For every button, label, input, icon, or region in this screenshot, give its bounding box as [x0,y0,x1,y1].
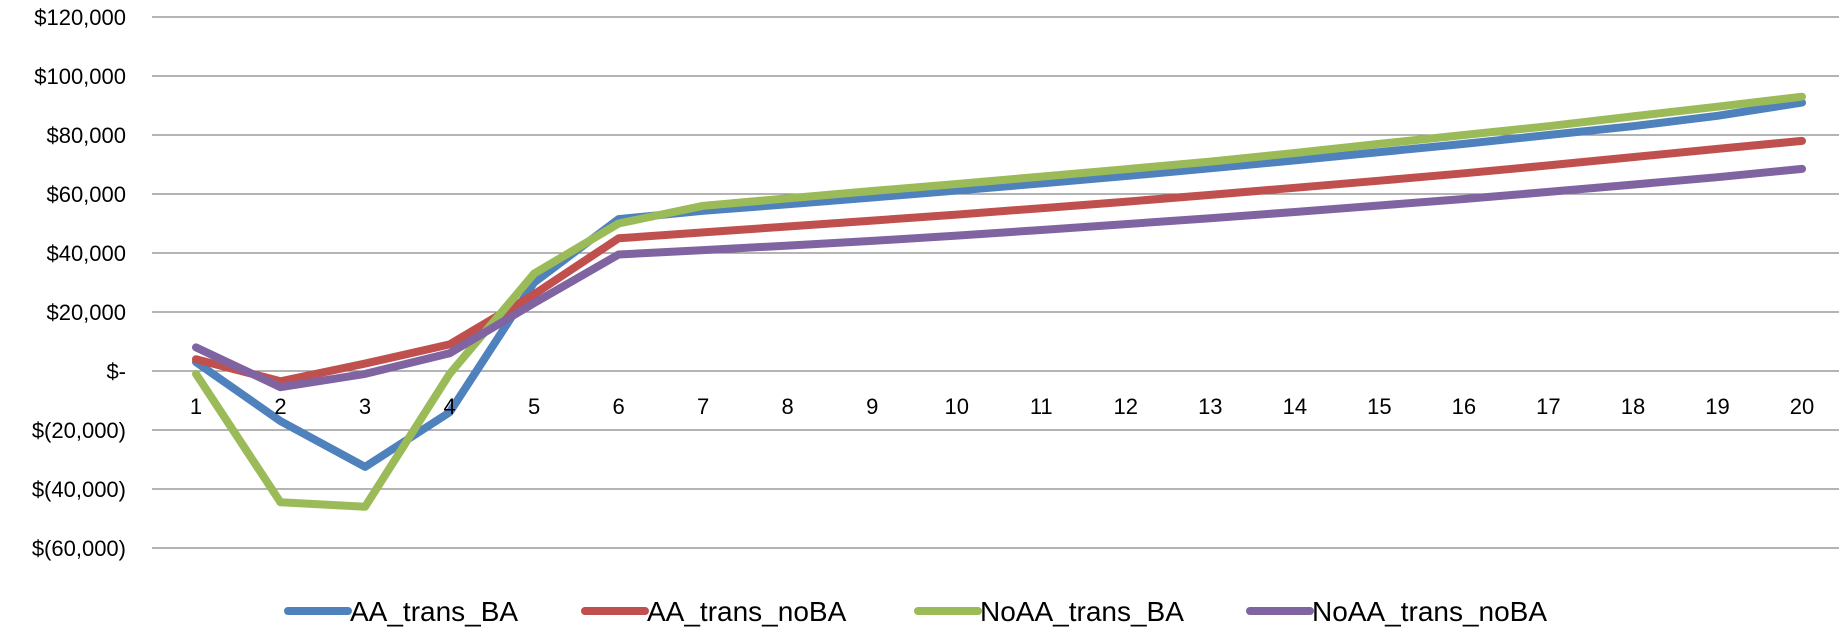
legend-label: AA_trans_noBA [647,596,847,627]
legend-label: AA_trans_BA [350,596,518,627]
x-tick-label: 9 [866,394,878,419]
series-lines [192,92,1806,511]
legend: AA_trans_BA AA_trans_noBA NoAA_trans_BA NoA… [284,596,1547,627]
x-tick-label: 20 [1790,394,1814,419]
y-tick-label: $40,000 [46,241,126,266]
legend-label: NoAA_trans_BA [980,596,1184,627]
y-tick-label: $(60,000) [32,536,126,561]
y-tick-label: $80,000 [46,123,126,148]
y-tick-label: $(40,000) [32,477,126,502]
x-axis-tick-labels: 1 2 3 4 5 6 7 8 9 10 11 12 13 14 15 16 17 18 19 20 [190,394,1814,419]
y-tick-label: $- [106,359,126,384]
x-tick-label: 16 [1452,394,1476,419]
series-line-noaa-trans-ba [192,92,1806,511]
series-line-noaa-trans-noba [192,164,1806,392]
x-tick-label: 10 [944,394,968,419]
x-tick-label: 2 [274,394,286,419]
x-tick-label: 12 [1114,394,1138,419]
series-line-aa-trans-ba [192,98,1806,471]
y-tick-label: $120,000 [34,5,126,30]
y-tick-label: $20,000 [46,300,126,325]
x-tick-label: 11 [1030,394,1053,419]
series-line-aa-trans-noba [192,136,1806,386]
legend-label: NoAA_trans_noBA [1312,596,1547,627]
y-tick-label: $60,000 [46,182,126,207]
x-tick-label: 14 [1283,394,1307,419]
y-axis-tick-labels: $120,000 $100,000 $80,000 $60,000 $40,000 $20… [32,5,126,561]
x-tick-label: 13 [1198,394,1222,419]
x-tick-label: 1 [190,394,202,419]
x-tick-label: 19 [1705,394,1729,419]
x-tick-label: 6 [613,394,625,419]
x-tick-label: 17 [1536,394,1560,419]
x-tick-label: 8 [782,394,794,419]
y-tick-label: $(20,000) [32,418,126,443]
x-tick-label: 7 [697,394,709,419]
x-tick-label: 3 [359,394,371,419]
x-tick-label: 18 [1621,394,1645,419]
x-tick-label: 5 [528,394,540,419]
gridlines [152,16,1839,549]
x-tick-label: 15 [1367,394,1391,419]
y-tick-label: $100,000 [34,64,126,89]
x-tick-label: 4 [443,394,455,419]
